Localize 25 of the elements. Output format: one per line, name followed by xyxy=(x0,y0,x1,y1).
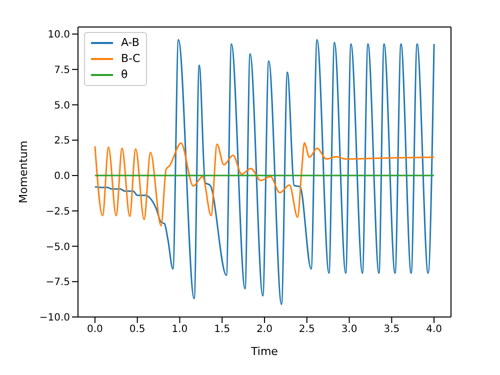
legend-label: B-C xyxy=(121,51,140,67)
legend-label: θ xyxy=(121,67,128,83)
x-tick-label: 4.0 xyxy=(426,324,442,336)
y-tick-label: −2.5 xyxy=(46,206,70,218)
y-tick-label: −5.0 xyxy=(46,242,70,253)
x-tick-label: 1.5 xyxy=(214,324,230,336)
x-tick-label: 2.0 xyxy=(256,324,272,336)
line-series xyxy=(94,38,435,306)
legend-label: A-B xyxy=(121,35,140,51)
x-tick-label: 2.5 xyxy=(298,324,315,336)
x-tick-label: 3.0 xyxy=(341,324,358,336)
y-tick-label: −10.0 xyxy=(39,312,70,324)
x-tick-label: 1.0 xyxy=(172,324,188,336)
x-tick-label: 0.5 xyxy=(129,324,146,336)
x-tick-label: 3.5 xyxy=(384,324,400,336)
x-axis-title: Time xyxy=(250,345,278,358)
y-tick-label: 0.0 xyxy=(54,171,70,182)
y-tick-label: −7.5 xyxy=(46,277,70,288)
x-tick-label: 0.0 xyxy=(87,324,103,336)
y-tick-label: 2.5 xyxy=(54,136,70,147)
line-series xyxy=(94,142,435,227)
y-tick-label: 5.0 xyxy=(54,100,70,112)
y-tick-label: 10.0 xyxy=(48,30,70,41)
y-tick-label: 7.5 xyxy=(54,64,70,76)
y-axis-title: Momentum xyxy=(16,140,30,204)
